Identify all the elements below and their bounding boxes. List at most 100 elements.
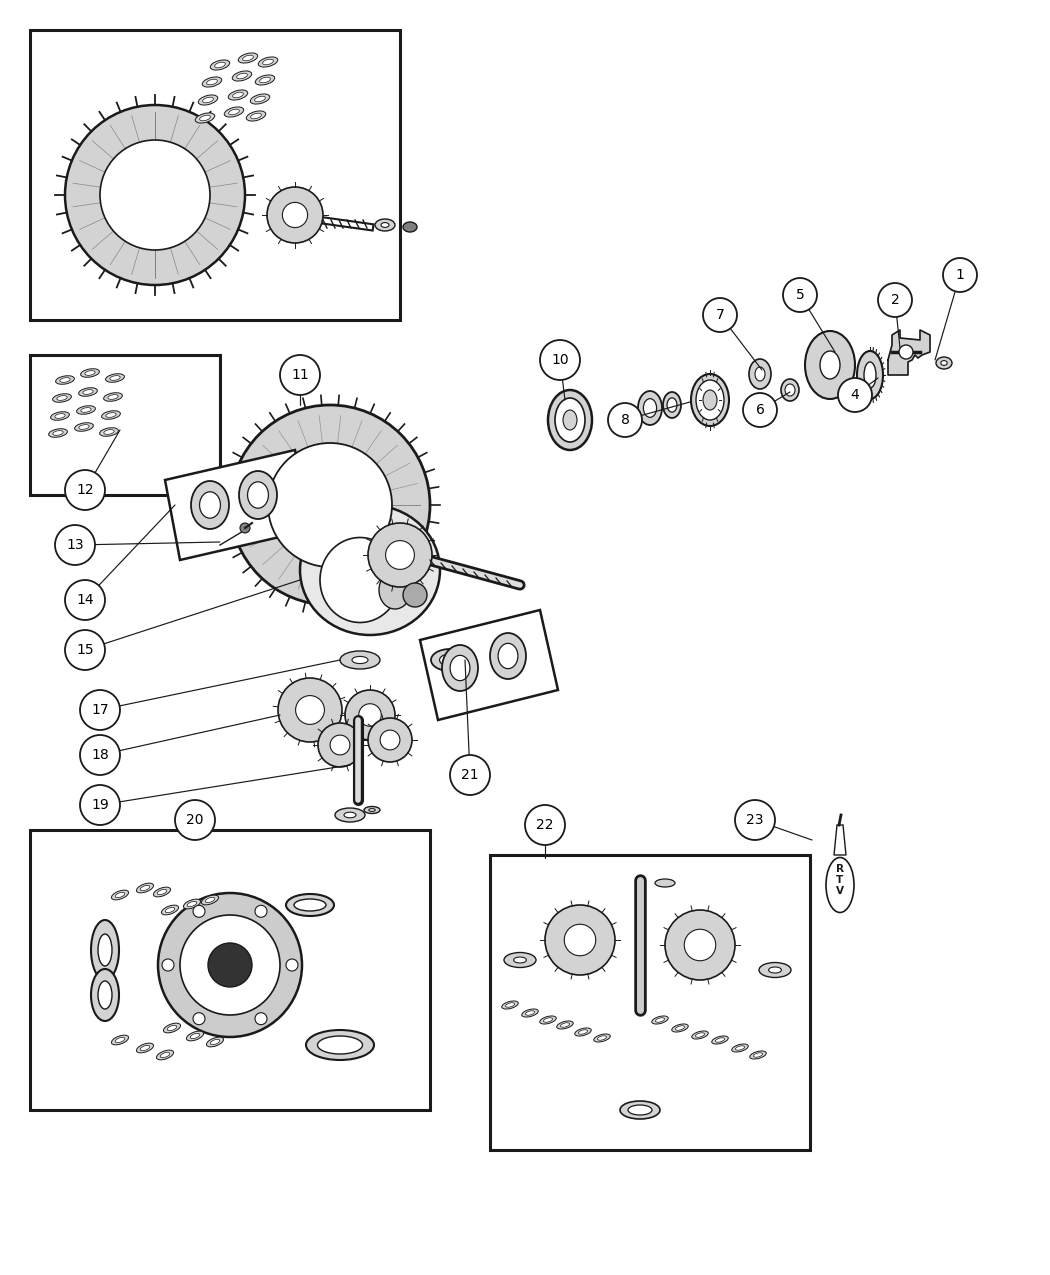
Ellipse shape — [403, 222, 417, 232]
Ellipse shape — [111, 890, 128, 900]
Text: R
T
V: R T V — [836, 864, 844, 896]
Ellipse shape — [236, 73, 248, 79]
Polygon shape — [165, 450, 310, 560]
Ellipse shape — [165, 908, 174, 913]
Ellipse shape — [104, 430, 114, 435]
Ellipse shape — [106, 413, 117, 417]
Text: 22: 22 — [537, 819, 553, 833]
Ellipse shape — [513, 958, 526, 963]
Ellipse shape — [936, 357, 952, 368]
Ellipse shape — [522, 1009, 539, 1017]
Ellipse shape — [81, 368, 100, 377]
Ellipse shape — [300, 505, 440, 635]
Ellipse shape — [652, 1016, 668, 1024]
Ellipse shape — [91, 921, 119, 980]
Ellipse shape — [344, 812, 356, 817]
Ellipse shape — [820, 351, 840, 379]
Ellipse shape — [692, 1031, 709, 1039]
Circle shape — [255, 905, 267, 917]
Ellipse shape — [364, 807, 380, 813]
Circle shape — [943, 258, 976, 292]
Ellipse shape — [111, 1035, 128, 1044]
Circle shape — [286, 959, 298, 972]
Circle shape — [80, 785, 120, 825]
Text: 21: 21 — [461, 768, 479, 782]
Ellipse shape — [102, 411, 121, 419]
Ellipse shape — [136, 1043, 153, 1053]
Ellipse shape — [306, 1030, 374, 1060]
Ellipse shape — [116, 1038, 125, 1043]
Ellipse shape — [136, 884, 153, 892]
Ellipse shape — [98, 980, 112, 1009]
Ellipse shape — [505, 1002, 514, 1007]
Ellipse shape — [750, 1051, 766, 1060]
Circle shape — [255, 1012, 267, 1025]
Ellipse shape — [672, 1024, 688, 1031]
Ellipse shape — [675, 1026, 685, 1030]
Circle shape — [330, 736, 350, 755]
Text: 14: 14 — [77, 593, 93, 607]
Ellipse shape — [184, 899, 201, 909]
Ellipse shape — [248, 482, 269, 509]
Ellipse shape — [232, 71, 252, 82]
Circle shape — [783, 278, 817, 312]
Polygon shape — [420, 609, 558, 720]
Ellipse shape — [490, 632, 526, 680]
Circle shape — [368, 523, 432, 586]
Circle shape — [608, 403, 642, 437]
Circle shape — [193, 905, 205, 917]
Ellipse shape — [574, 1028, 591, 1037]
Bar — [30, 830, 430, 1111]
Ellipse shape — [141, 1046, 150, 1051]
Ellipse shape — [239, 470, 277, 519]
Text: 11: 11 — [291, 368, 309, 382]
Ellipse shape — [620, 1102, 660, 1119]
Ellipse shape — [57, 395, 67, 400]
Circle shape — [193, 1012, 205, 1025]
Ellipse shape — [317, 1037, 362, 1054]
Circle shape — [100, 140, 210, 250]
Ellipse shape — [369, 808, 375, 811]
Ellipse shape — [352, 657, 367, 663]
Ellipse shape — [161, 1052, 170, 1058]
Ellipse shape — [525, 1011, 534, 1015]
Ellipse shape — [52, 394, 71, 403]
Ellipse shape — [381, 223, 388, 227]
Circle shape — [743, 393, 777, 427]
Ellipse shape — [628, 1105, 652, 1116]
Ellipse shape — [207, 79, 217, 84]
Ellipse shape — [104, 393, 123, 402]
Ellipse shape — [754, 1053, 762, 1057]
Ellipse shape — [749, 360, 771, 389]
Ellipse shape — [79, 425, 89, 430]
Ellipse shape — [187, 901, 196, 907]
Ellipse shape — [375, 219, 395, 231]
Text: 5: 5 — [796, 288, 804, 302]
Ellipse shape — [255, 75, 275, 85]
Ellipse shape — [191, 481, 229, 529]
Ellipse shape — [75, 423, 93, 431]
Ellipse shape — [286, 894, 334, 915]
Circle shape — [704, 298, 737, 332]
Text: 17: 17 — [91, 703, 109, 717]
Ellipse shape — [712, 1037, 729, 1044]
Circle shape — [268, 442, 392, 567]
Ellipse shape — [556, 1021, 573, 1029]
Ellipse shape — [262, 59, 273, 65]
Text: 6: 6 — [756, 403, 764, 417]
Ellipse shape — [203, 97, 213, 103]
Circle shape — [175, 799, 215, 840]
Ellipse shape — [715, 1038, 724, 1042]
Ellipse shape — [195, 113, 215, 124]
Circle shape — [267, 187, 323, 244]
Ellipse shape — [655, 878, 675, 887]
Polygon shape — [888, 330, 930, 375]
Ellipse shape — [156, 1051, 173, 1060]
Circle shape — [345, 690, 395, 740]
Ellipse shape — [498, 644, 518, 668]
Ellipse shape — [91, 969, 119, 1021]
Ellipse shape — [255, 96, 266, 102]
Ellipse shape — [98, 935, 112, 966]
Ellipse shape — [563, 411, 578, 430]
Ellipse shape — [638, 391, 662, 425]
